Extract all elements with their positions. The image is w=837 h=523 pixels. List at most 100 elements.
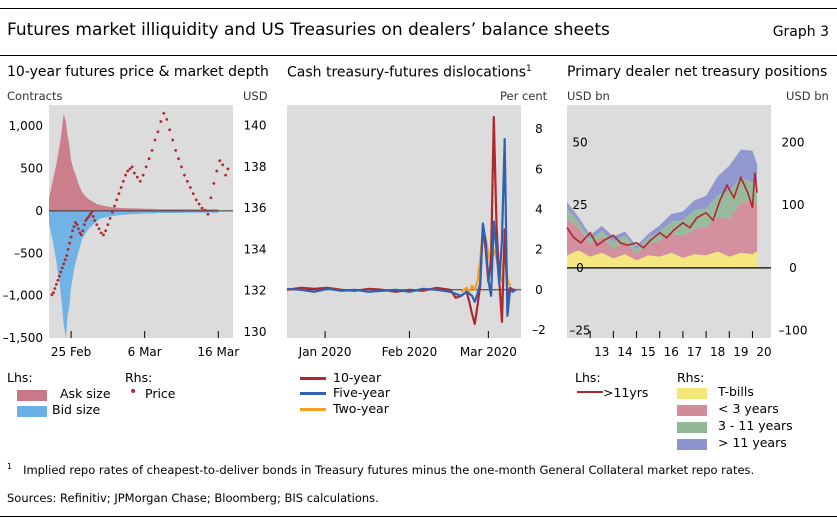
panel1-y2tick-label: 134 [244, 242, 267, 256]
legend-5y-line [300, 392, 326, 395]
panel3-right-unit: USD bn [786, 89, 829, 103]
legend-gt11yrs-line [577, 391, 603, 393]
legend-ask-swatch [17, 390, 47, 401]
panel3-ytick-label: 25 [572, 198, 587, 212]
panel1-xtick-label: 25 Feb [51, 345, 91, 359]
price-point [102, 233, 105, 237]
price-point [74, 221, 77, 224]
sources: Sources: Refinitiv; JPMorgan Chase; Bloo… [7, 491, 379, 505]
tbills-area [567, 250, 758, 268]
price-point [110, 210, 114, 214]
top-rule [0, 8, 837, 9]
price-point [113, 204, 116, 208]
price-point [188, 186, 192, 189]
price-point [132, 171, 136, 175]
bottom-rule [0, 516, 837, 517]
price-point [171, 138, 175, 142]
price-point [162, 111, 166, 115]
panel3-xtick-label: 13 [594, 345, 609, 359]
price-point [97, 227, 101, 231]
price-point [174, 148, 177, 152]
legend-gt11-label: > 11 years [718, 435, 787, 450]
price-point [88, 212, 92, 216]
price-point [119, 186, 123, 189]
price-point [165, 118, 169, 121]
lt3-area [567, 200, 758, 261]
panel2-plot-area [287, 105, 521, 338]
price-point [117, 192, 121, 196]
price-point [56, 278, 60, 282]
panel3-y2tick-label: 0 [789, 261, 797, 275]
price-point [144, 165, 148, 169]
gt11yrs-line [566, 172, 758, 249]
footnote-marker: 1 [7, 462, 13, 471]
price-point [185, 179, 189, 183]
price-point [60, 266, 64, 270]
price-point [77, 227, 80, 231]
price-point [95, 223, 99, 226]
price-point [87, 214, 91, 218]
price-point [191, 192, 195, 196]
legend-tbills-label: T-bills [718, 384, 754, 399]
legend-gt11yrs-label: >11yrs [603, 385, 649, 400]
panel2-xtick-label: Jan 2020 [298, 345, 352, 359]
panel3-legend-lhs-header: Lhs: [575, 370, 601, 385]
panel1-legend-rhs-header: Rhs: [125, 370, 153, 385]
panel3-xtick-label: 17 [687, 345, 702, 359]
price-point [226, 167, 230, 171]
price-point [224, 173, 228, 177]
price-point [54, 282, 58, 286]
price-point [141, 173, 145, 177]
panel3-ytick-label: –25 [569, 323, 590, 337]
price-point [197, 202, 201, 206]
panel3-y2tick-label: 100 [782, 198, 805, 212]
panel1-xtick-label: 16 Mar [197, 345, 239, 359]
legend-price-marker: • [129, 384, 138, 400]
price-point [183, 173, 186, 177]
panel1-y2tick-label: 140 [244, 119, 267, 133]
panel2-ytick-label: 0 [535, 283, 543, 297]
price-point [150, 148, 154, 152]
legend-lt3-label: < 3 years [718, 401, 779, 416]
panel2-footnote-marker: 1 [526, 64, 532, 74]
price-point [209, 196, 213, 200]
panel1-right-unit: USD [243, 89, 268, 103]
panel3-xtick-label: 19 [733, 345, 748, 359]
price-point [82, 223, 86, 226]
price-point [215, 169, 219, 173]
price-point [128, 167, 132, 171]
panel1-ytick-label: –500 [14, 246, 43, 260]
panel3-xtick-label: 20 [756, 345, 771, 359]
price-point [104, 229, 108, 233]
panel2-right-unit: Per cent [500, 89, 548, 103]
panel2-ytick-label: 2 [535, 243, 543, 257]
panel3-left-unit: USD bn [567, 89, 610, 103]
price-point [91, 214, 95, 218]
panel3-title: Primary dealer net treasury positions [567, 64, 828, 80]
price-point [65, 254, 69, 257]
legend-tbills-swatch [677, 388, 707, 399]
panel2-ytick-label: 4 [535, 202, 543, 216]
panel2-xtick-label: Mar 2020 [460, 345, 517, 359]
legend-5y-label: Five-year [333, 385, 391, 400]
panel2-ytick-label: 8 [535, 122, 543, 136]
price-point [66, 247, 70, 251]
panel3-xtick-label: 16 [664, 345, 679, 359]
price-point [200, 206, 204, 210]
panel3-legend-rhs-header: Rhs: [677, 370, 705, 385]
price-point [106, 223, 110, 226]
legend-price-label: Price [145, 386, 176, 401]
price-point [147, 157, 151, 161]
price-point [57, 274, 61, 278]
legend-2y-line [300, 408, 326, 411]
price-point [75, 223, 79, 226]
legend-3to11-label: 3 - 11 years [718, 418, 793, 433]
price-point [68, 241, 72, 245]
price-point [71, 229, 74, 233]
panel1-ytick-label: 500 [20, 162, 43, 176]
price-point [124, 173, 127, 177]
legend-ask-label: Ask size [60, 386, 111, 401]
price-point [99, 231, 103, 235]
price-point [126, 169, 130, 173]
price-point [62, 262, 66, 266]
